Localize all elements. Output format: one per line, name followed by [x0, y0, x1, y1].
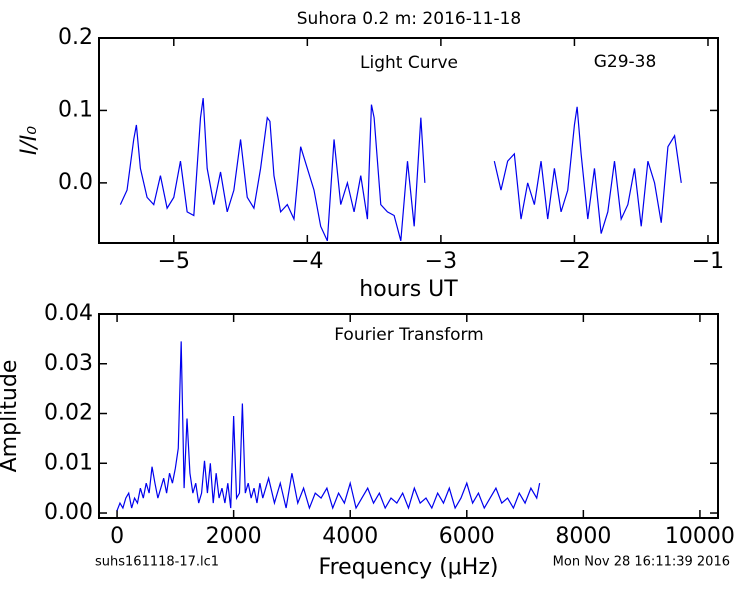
x-tick-label: 2000: [206, 524, 262, 549]
y-axis-label: I/I₀: [17, 126, 42, 155]
y-tick-label: 0.03: [44, 351, 93, 376]
x-tick-label: 0: [110, 524, 124, 549]
x-tick-label: −1: [692, 249, 724, 274]
plot-frame: [98, 313, 719, 519]
y-tick-label: 0.00: [44, 500, 93, 525]
y-tick-label: 0.1: [58, 97, 93, 122]
footer-right: Mon Nov 28 16:11:39 2016: [553, 555, 730, 570]
annotation: G29-38: [594, 52, 657, 72]
x-tick-label: 10000: [665, 524, 735, 549]
figure-title: Suhora 0.2 m: 2016-11-18: [297, 9, 521, 29]
x-tick-label: −5: [158, 249, 190, 274]
data-line: [119, 98, 682, 242]
footer-left: suhs161118-17.lc1: [95, 555, 219, 570]
y-tick-label: 0.04: [44, 301, 93, 326]
x-tick-label: −3: [425, 249, 457, 274]
y-tick-label: 0.02: [44, 401, 93, 426]
x-tick-label: 8000: [555, 524, 611, 549]
y-tick-label: 0.2: [58, 25, 93, 50]
y-tick-label: 0.01: [44, 450, 93, 475]
x-tick-label: 6000: [439, 524, 495, 549]
x-tick-label: −2: [558, 249, 590, 274]
plot-frame: [98, 37, 719, 244]
data-line: [116, 341, 541, 511]
annotation: Light Curve: [360, 53, 458, 73]
y-tick-label: 0.0: [58, 170, 93, 195]
x-axis-label: hours UT: [359, 277, 458, 302]
y-axis-label: Amplitude: [0, 360, 22, 473]
annotation: Fourier Transform: [334, 325, 483, 345]
x-axis-label: Frequency (μHz): [319, 555, 499, 580]
x-tick-label: 4000: [322, 524, 378, 549]
x-tick-label: −4: [291, 249, 323, 274]
